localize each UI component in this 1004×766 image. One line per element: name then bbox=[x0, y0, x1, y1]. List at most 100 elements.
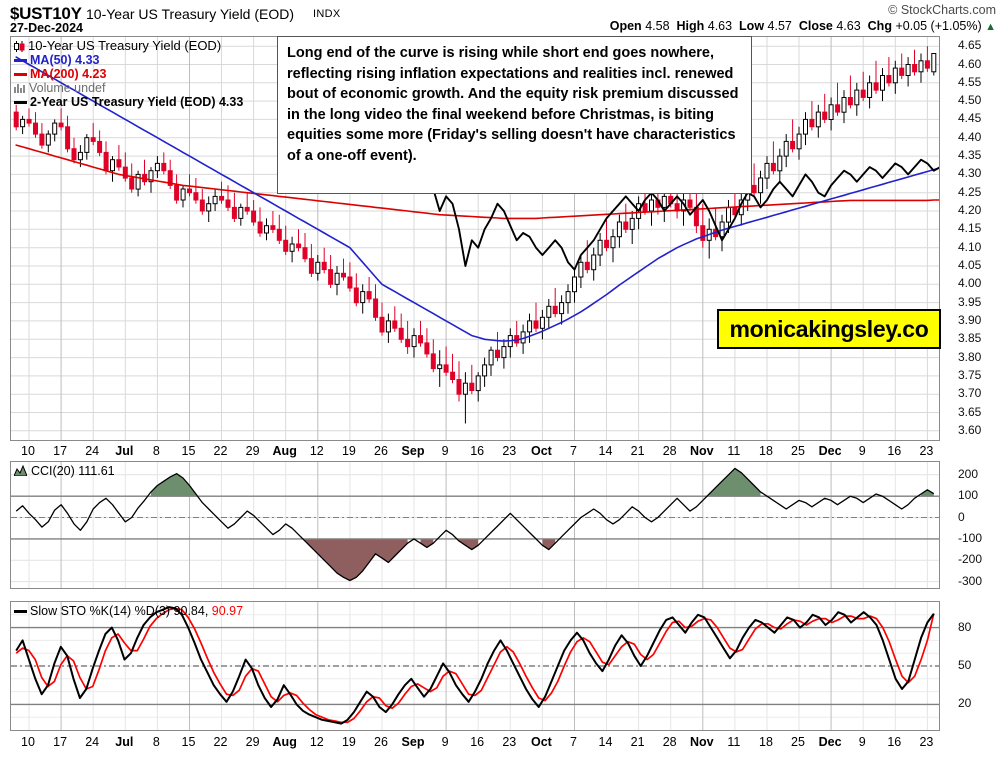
x-axis-tick-label: 18 bbox=[759, 444, 773, 458]
cci-area-icon bbox=[14, 465, 27, 476]
x-axis-tick-label: 23 bbox=[919, 735, 934, 749]
x-axis-tick-label: 9 bbox=[858, 735, 866, 749]
axis-tick-label: -200 bbox=[958, 552, 983, 567]
x-axis-tick-label: 18 bbox=[759, 735, 773, 749]
x-axis-tick-label: Sep bbox=[401, 444, 425, 458]
ma200-swatch-icon bbox=[14, 72, 27, 76]
x-axis-tick-label: 17 bbox=[53, 735, 68, 749]
x-axis-tick-label: 23 bbox=[919, 444, 934, 458]
cci-y-axis: 200 100 0 -100 -200 -300 bbox=[948, 461, 1004, 589]
axis-tick-label: 4.55 bbox=[958, 74, 982, 89]
chart-date: 27-Dec-2024 bbox=[10, 21, 83, 35]
axis-tick-label: 4.45 bbox=[958, 111, 982, 126]
x-axis-tick-label: 22 bbox=[213, 444, 228, 458]
chg-value: +0.05 (+1.05%) bbox=[895, 19, 982, 33]
x-axis-tick-label: 16 bbox=[887, 444, 902, 458]
x-axis-tick-label: 10 bbox=[21, 735, 35, 749]
symbol-index-tag: INDX bbox=[313, 8, 341, 20]
watermark-badge: monicakingsley.co bbox=[717, 309, 941, 349]
axis-tick-label: 100 bbox=[958, 488, 979, 503]
x-axis-tick-label: 15 bbox=[181, 444, 196, 458]
sto-legend-d-value: 90.97 bbox=[211, 604, 244, 618]
x-axis-tick-label: Nov bbox=[689, 444, 714, 458]
axis-tick-label: 3.60 bbox=[958, 422, 982, 437]
legend-series-name: 10-Year US Treasury Yield (EOD) bbox=[28, 38, 222, 53]
x-axis-tick-label: 11 bbox=[727, 735, 741, 749]
sto-legend-prefix: Slow STO %K(14) %D(3) 90.84, bbox=[30, 604, 209, 618]
x-axis-tick-label: Oct bbox=[530, 735, 552, 749]
x-axis-tick-label: 21 bbox=[630, 444, 645, 458]
x-axis-tick-label: 25 bbox=[791, 735, 805, 749]
symbol-name: 10-Year US Treasury Yield (EOD) bbox=[86, 6, 295, 22]
x-axis-tick-label: Oct bbox=[530, 444, 552, 458]
x-axis-tick-label: 17 bbox=[53, 444, 68, 458]
up-triangle-icon: ▲ bbox=[985, 21, 996, 33]
x-axis-tick-label: 29 bbox=[245, 444, 260, 458]
axis-tick-label: 4.35 bbox=[958, 148, 982, 163]
axis-tick-label: 4.25 bbox=[958, 184, 982, 199]
x-axis-tick-label: 16 bbox=[470, 735, 485, 749]
axis-tick-label: 3.90 bbox=[958, 312, 982, 327]
ma50-swatch-icon bbox=[14, 58, 27, 62]
annotation-textbox[interactable]: Long end of the curve is rising while sh… bbox=[277, 36, 752, 194]
x-axis-tick-label: Jul bbox=[115, 735, 134, 749]
legend-row-ma50: MA(50) 4.33 bbox=[14, 53, 243, 67]
x-axis-tick-label: 7 bbox=[570, 444, 577, 458]
x-axis-tick-label: 29 bbox=[245, 735, 260, 749]
high-value: 4.63 bbox=[707, 19, 733, 33]
price-legend: 10-Year US Treasury Yield (EOD) MA(50) 4… bbox=[14, 39, 243, 109]
axis-tick-label: 4.50 bbox=[958, 93, 982, 108]
axis-tick-label: 3.80 bbox=[958, 349, 982, 364]
x-axis-tick-label: Sep bbox=[401, 735, 425, 749]
cci-indicator-panel[interactable] bbox=[10, 461, 940, 589]
axis-tick-label: 4.00 bbox=[958, 276, 982, 291]
cci-legend-label: CCI(20) 111.61 bbox=[31, 464, 115, 478]
x-axis-tick-label: 16 bbox=[470, 444, 485, 458]
x-axis-tick-label: Jul bbox=[115, 444, 134, 458]
x-axis-tick-label: 28 bbox=[662, 735, 677, 749]
x-axis-tick-label: 9 bbox=[858, 444, 866, 458]
x-axis-tick-label: 23 bbox=[502, 444, 517, 458]
candlestick-icon bbox=[14, 40, 25, 52]
sto-y-axis: 80 50 20 bbox=[948, 601, 1004, 731]
stockcharts-brand: © StockCharts.com bbox=[888, 3, 996, 17]
x-axis-tick-label: 23 bbox=[502, 735, 517, 749]
x-axis-tick-label: Aug bbox=[272, 735, 297, 749]
sto-indicator-panel[interactable] bbox=[10, 601, 940, 731]
sto-x-axis: 10 17 24 Jul 8 15 22 29 Aug 12 19 26 Sep 9 16 23 Oct 7 14 2… bbox=[10, 733, 940, 755]
axis-tick-label: 3.95 bbox=[958, 294, 982, 309]
x-axis-tick-label: 8 bbox=[152, 444, 160, 458]
x-axis-tick-label: 24 bbox=[85, 444, 100, 458]
x-axis-tick-label: 25 bbox=[791, 444, 805, 458]
axis-tick-label: 4.65 bbox=[958, 38, 982, 53]
ohlc-quote-bar: Open 4.58 High 4.63 Low 4.57 Close 4.63 … bbox=[610, 19, 996, 33]
axis-tick-label: 4.10 bbox=[958, 239, 982, 254]
legend-ma50-label: MA(50) 4.33 bbox=[30, 53, 100, 67]
x-axis-tick-label: 26 bbox=[374, 735, 388, 749]
price-y-axis: 4.65 4.60 4.55 4.50 4.45 4.40 4.35 4.30 4.25 4.20… bbox=[948, 36, 1004, 441]
x-axis-tick-label: 15 bbox=[181, 735, 196, 749]
x-axis-tick-label: 7 bbox=[570, 735, 577, 749]
legend-row-series: 10-Year US Treasury Yield (EOD) bbox=[14, 39, 243, 53]
open-label: Open bbox=[609, 19, 642, 33]
x-axis-tick-label: 12 bbox=[309, 444, 324, 458]
close-value: 4.63 bbox=[836, 19, 861, 33]
x-axis-tick-label: 11 bbox=[727, 444, 741, 458]
x-axis-tick-label: Nov bbox=[689, 735, 714, 749]
x-axis-tick-label: 14 bbox=[598, 735, 613, 749]
legend-row-ma200: MA(200) 4.23 bbox=[14, 67, 243, 81]
close-label: Close bbox=[798, 19, 833, 33]
axis-tick-label: 4.20 bbox=[958, 203, 982, 217]
x-axis-tick-label: 9 bbox=[441, 444, 449, 458]
x-axis-tick-label: Dec bbox=[818, 444, 842, 458]
legend-volume-label: Volume undef bbox=[29, 81, 106, 95]
x-axis-tick-label: 16 bbox=[887, 735, 902, 749]
high-label: High bbox=[676, 19, 705, 33]
x-axis-tick-label: Aug bbox=[272, 444, 297, 458]
x-axis-tick-label: 19 bbox=[341, 444, 356, 458]
sto-k-swatch-icon bbox=[14, 610, 27, 614]
chg-label: Chg bbox=[867, 19, 892, 33]
axis-tick-label: 4.40 bbox=[958, 129, 982, 144]
x-axis-tick-label: Dec bbox=[818, 735, 842, 749]
